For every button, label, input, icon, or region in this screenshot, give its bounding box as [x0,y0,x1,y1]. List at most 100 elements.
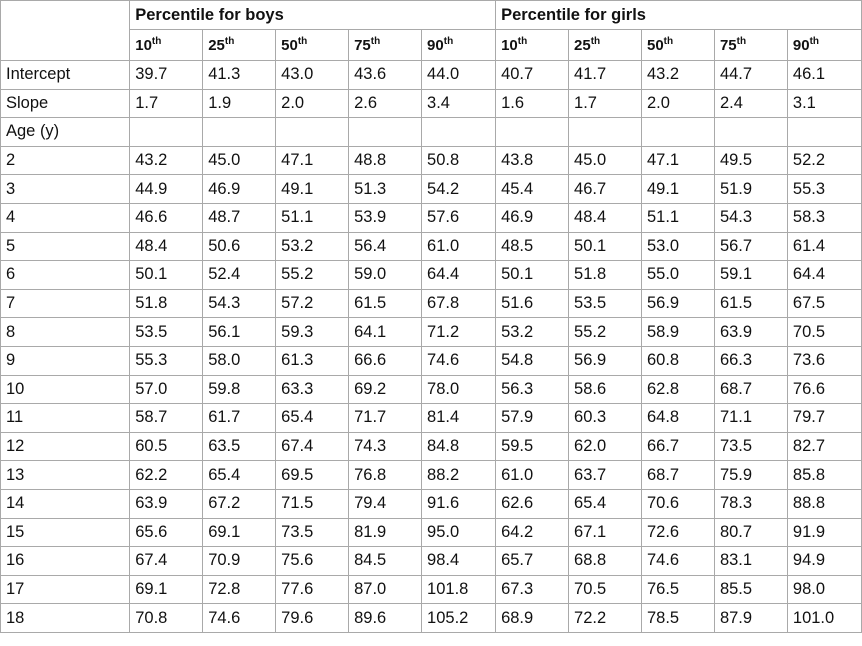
boys-value-cell: 58.7 [129,403,204,433]
girls-value-cell: 61.5 [713,288,788,319]
boys-value-cell: 43.6 [348,60,423,90]
girls-value-cell: 85.8 [786,460,862,490]
boys-value-cell: 49.1 [275,174,350,204]
percentile-number: 25 [208,37,225,54]
boys-value-cell: 59.0 [348,260,423,290]
boys-value-cell: 50.1 [129,260,204,290]
boys-value-cell: 74.6 [202,603,277,633]
boys-value-cell: 43.2 [129,145,204,176]
boys-value-cell [275,117,350,147]
girls-value-cell: 2.0 [640,88,715,119]
boys-value-cell: 76.8 [348,460,423,490]
percentile-suffix: th [443,36,454,47]
boys-value-cell: 45.0 [202,145,277,176]
boys-value-cell [129,117,204,147]
table-row: 2 43.2 45.0 47.1 48.8 50.8 43.8 45.0 47.1 49.5 52.… [0,145,862,176]
boys-value-cell: 44.9 [129,174,204,204]
boys-value-cell: 53.2 [275,231,350,262]
boys-value-cell: 63.5 [202,431,277,462]
girls-value-cell: 65.7 [495,546,570,576]
girls-value-cell: 50.1 [568,231,642,262]
table-row: 9 55.3 58.0 61.3 66.6 74.6 54.8 56.9 60.8 66.3 73.… [0,345,862,376]
girls-value-cell: 54.8 [495,345,570,376]
boys-value-cell: 58.0 [202,345,277,376]
boys-value-cell: 69.1 [129,574,204,605]
boys-value-cell: 51.1 [275,202,350,233]
girls-value-cell: 68.7 [713,374,788,405]
girls-value-cell: 1.7 [568,88,642,119]
percentile-suffix: th [736,36,747,47]
percentile-suffix: th [590,36,601,47]
boys-value-cell: 65.6 [129,517,204,548]
boys-value-cell: 89.6 [348,603,423,633]
boys-value-cell: 87.0 [348,574,423,605]
girls-value-cell: 46.1 [786,60,862,90]
boys-value-cell: 77.6 [275,574,350,605]
girls-value-cell: 55.3 [786,174,862,204]
girls-value-cell: 66.7 [640,431,715,462]
boys-value-cell: 105.2 [421,603,497,633]
boys-value-cell: 53.5 [129,317,204,347]
girls-value-cell: 49.5 [713,145,788,176]
girls-value-cell: 52.2 [786,145,862,176]
boys-value-cell: 62.2 [129,460,204,490]
boys-value-cell: 65.4 [202,460,277,490]
girls-value-cell: 48.5 [495,231,570,262]
row-label: Intercept [0,60,131,90]
girls-value-cell: 66.3 [713,345,788,376]
girls-percentile-header: 25th [568,29,642,61]
boys-value-cell: 71.7 [348,403,423,433]
girls-value-cell: 48.4 [568,202,642,233]
row-label: 15 [0,517,131,548]
boys-value-cell: 1.7 [129,88,204,119]
table-row: 15 65.6 69.1 73.5 81.9 95.0 64.2 67.1 72.6 80.7 91… [0,517,862,548]
boys-value-cell: 48.7 [202,202,277,233]
row-label: 11 [0,403,131,433]
boys-value-cell: 66.6 [348,345,423,376]
girls-value-cell: 63.7 [568,460,642,490]
girls-percentile-header: 90th [786,29,862,61]
girls-value-cell: 82.7 [786,431,862,462]
boys-value-cell: 70.9 [202,546,277,576]
row-label: 5 [0,231,131,262]
girls-value-cell: 57.9 [495,403,570,433]
boys-value-cell: 59.8 [202,374,277,405]
girls-value-cell: 68.8 [568,546,642,576]
girls-value-cell: 79.7 [786,403,862,433]
girls-value-cell: 91.9 [786,517,862,548]
girls-value-cell: 56.9 [640,288,715,319]
girls-value-cell: 61.4 [786,231,862,262]
girls-value-cell: 76.6 [786,374,862,405]
girls-value-cell: 68.7 [640,460,715,490]
boys-value-cell: 54.3 [202,288,277,319]
boys-value-cell: 52.4 [202,260,277,290]
corner-cell [0,0,131,30]
boys-value-cell: 51.8 [129,288,204,319]
girls-value-cell: 78.5 [640,603,715,633]
girls-value-cell: 44.7 [713,60,788,90]
row-label: 3 [0,174,131,204]
girls-value-cell: 67.1 [568,517,642,548]
table-row: 13 62.2 65.4 69.5 76.8 88.2 61.0 63.7 68.7 75.9 85… [0,460,862,490]
percentile-number: 75 [719,37,737,54]
boys-value-cell: 101.8 [421,574,497,605]
table-row: 7 51.8 54.3 57.2 61.5 67.8 51.6 53.5 56.9 61.5 67.… [0,288,862,319]
girls-value-cell: 43.2 [640,60,715,90]
row-label: 14 [0,488,131,519]
boys-value-cell: 70.8 [129,603,204,633]
group-header-boys: Percentile for boys [129,0,497,30]
girls-value-cell: 56.9 [568,345,642,376]
percentile-table: Percentile for boys Percentile for girls… [0,0,862,633]
boys-value-cell: 55.2 [275,260,350,290]
table-row: 4 46.6 48.7 51.1 53.9 57.6 46.9 48.4 51.1 54.3 58.… [0,202,862,233]
boys-value-cell: 57.0 [129,374,204,405]
girls-value-cell: 72.2 [568,603,642,633]
row-label: 7 [0,288,131,319]
girls-value-cell: 98.0 [786,574,862,605]
girls-value-cell: 55.2 [568,317,642,347]
boys-value-cell: 43.0 [275,60,350,90]
girls-value-cell: 51.9 [713,174,788,204]
boys-value-cell: 61.7 [202,403,277,433]
boys-value-cell: 74.6 [421,345,497,376]
girls-value-cell: 64.2 [495,517,570,548]
